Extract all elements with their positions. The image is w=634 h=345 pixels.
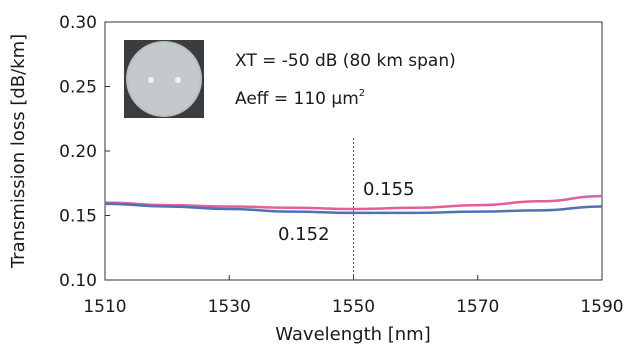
inset-aeff-superscript: 2 xyxy=(359,88,365,99)
x-axis-title: Wavelength [nm] xyxy=(275,324,431,345)
y-tick-label: 0.30 xyxy=(59,13,97,33)
fiber-cross-section-image xyxy=(124,40,204,118)
y-tick-label: 0.25 xyxy=(59,78,97,98)
annotation-lower-value: 0.152 xyxy=(278,224,330,245)
y-tick-label: 0.15 xyxy=(59,207,97,227)
y-tick-label: 0.20 xyxy=(59,142,97,162)
fiber-core-left xyxy=(148,77,154,83)
inset-aeff-main: Aeff = 110 μm xyxy=(235,89,359,109)
fiber-core-right xyxy=(175,77,181,83)
data-series xyxy=(104,194,603,215)
y-tick-label: 0.10 xyxy=(59,271,97,291)
inset-aeff-text: Aeff = 110 μm2 xyxy=(235,88,365,109)
series-line-0 xyxy=(104,194,603,211)
x-tick-label: 1590 xyxy=(580,297,623,317)
x-tick-label: 1510 xyxy=(83,297,126,317)
y-axis-ticks: 0.10 0.15 0.20 0.25 0.30 xyxy=(59,13,110,291)
y-axis-title: Transmission loss [dB/km] xyxy=(8,34,29,269)
x-tick-label: 1550 xyxy=(332,297,375,317)
x-tick-label: 1570 xyxy=(456,297,499,317)
annotation-upper-value: 0.155 xyxy=(363,179,415,200)
inset-crosstalk-text: XT = -50 dB (80 km span) xyxy=(235,51,456,71)
series-line-1 xyxy=(104,202,603,215)
x-axis-ticks: 1510 1530 1550 1570 1590 xyxy=(83,275,624,317)
x-tick-label: 1530 xyxy=(208,297,251,317)
